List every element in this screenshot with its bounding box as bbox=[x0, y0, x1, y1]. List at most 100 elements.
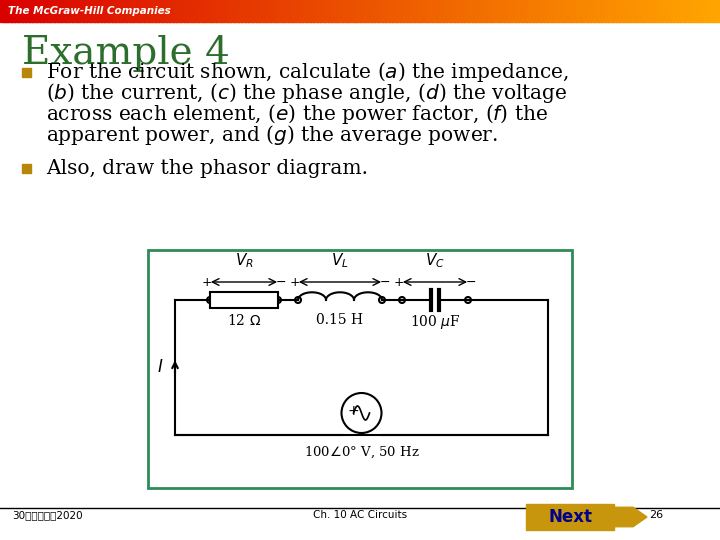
Bar bbox=[198, 0, 202, 22]
Bar bbox=[137, 0, 141, 22]
Bar bbox=[590, 0, 595, 22]
Bar bbox=[612, 0, 616, 22]
Bar bbox=[317, 0, 321, 22]
Bar bbox=[695, 0, 699, 22]
Bar bbox=[374, 0, 379, 22]
Bar bbox=[180, 0, 184, 22]
Bar bbox=[25, 0, 30, 22]
Bar bbox=[277, 0, 282, 22]
Bar bbox=[400, 0, 404, 22]
Bar bbox=[112, 0, 116, 22]
Text: −: − bbox=[379, 275, 390, 288]
Bar bbox=[551, 0, 555, 22]
Text: −: − bbox=[466, 275, 476, 288]
Bar bbox=[468, 0, 472, 22]
Bar bbox=[216, 0, 220, 22]
Bar bbox=[140, 0, 145, 22]
Bar bbox=[666, 0, 670, 22]
Bar bbox=[256, 0, 260, 22]
Bar bbox=[464, 0, 469, 22]
Bar bbox=[554, 0, 559, 22]
Bar bbox=[526, 504, 614, 530]
Bar bbox=[623, 0, 627, 22]
Bar bbox=[662, 0, 667, 22]
Bar bbox=[108, 0, 112, 22]
Bar bbox=[306, 0, 310, 22]
Bar bbox=[36, 0, 40, 22]
Bar bbox=[353, 0, 357, 22]
Bar bbox=[133, 0, 138, 22]
Text: 26: 26 bbox=[649, 510, 663, 520]
Text: 100$\angle$0° V, 50 Hz: 100$\angle$0° V, 50 Hz bbox=[304, 445, 419, 461]
Bar bbox=[83, 0, 87, 22]
Bar bbox=[7, 0, 12, 22]
Bar bbox=[270, 0, 274, 22]
Bar bbox=[241, 0, 246, 22]
Bar bbox=[533, 0, 537, 22]
Text: +: + bbox=[202, 275, 212, 288]
Bar bbox=[176, 0, 181, 22]
Bar bbox=[518, 0, 523, 22]
Text: The McGraw-Hill Companies: The McGraw-Hill Companies bbox=[8, 6, 171, 16]
Bar bbox=[245, 0, 249, 22]
Bar bbox=[43, 0, 48, 22]
Bar bbox=[184, 0, 188, 22]
Bar bbox=[230, 0, 235, 22]
Bar bbox=[320, 0, 325, 22]
Bar bbox=[40, 0, 44, 22]
Bar bbox=[266, 0, 271, 22]
Bar bbox=[576, 0, 580, 22]
Bar bbox=[526, 0, 530, 22]
Bar bbox=[252, 0, 256, 22]
Bar bbox=[360, 0, 364, 22]
Text: Next: Next bbox=[548, 508, 592, 526]
Text: Ch. 10 AC Circuits: Ch. 10 AC Circuits bbox=[313, 510, 407, 520]
Bar bbox=[349, 0, 354, 22]
Bar bbox=[115, 0, 120, 22]
Bar bbox=[346, 0, 350, 22]
Bar bbox=[58, 0, 62, 22]
Bar bbox=[274, 0, 278, 22]
Bar bbox=[22, 68, 31, 77]
Bar bbox=[450, 0, 454, 22]
Text: $V_R$: $V_R$ bbox=[235, 251, 253, 270]
Bar bbox=[475, 0, 480, 22]
Bar bbox=[515, 0, 519, 22]
Bar bbox=[529, 0, 534, 22]
Bar bbox=[698, 0, 703, 22]
Bar bbox=[324, 0, 328, 22]
Bar bbox=[227, 0, 231, 22]
Bar bbox=[389, 0, 393, 22]
Bar bbox=[385, 0, 390, 22]
Text: 30コココココ2020: 30コココココ2020 bbox=[12, 510, 83, 520]
Bar bbox=[364, 0, 368, 22]
Bar bbox=[572, 0, 577, 22]
Bar bbox=[418, 0, 422, 22]
Bar bbox=[173, 0, 177, 22]
Bar bbox=[428, 0, 433, 22]
Bar bbox=[104, 0, 109, 22]
Bar bbox=[648, 0, 652, 22]
Bar bbox=[187, 0, 192, 22]
Bar bbox=[443, 0, 447, 22]
Bar bbox=[18, 0, 22, 22]
Bar bbox=[76, 0, 80, 22]
Bar bbox=[410, 0, 415, 22]
Text: 12 $\Omega$: 12 $\Omega$ bbox=[227, 313, 261, 328]
Bar bbox=[234, 0, 238, 22]
Bar bbox=[709, 0, 714, 22]
Bar bbox=[158, 0, 163, 22]
Bar bbox=[209, 0, 213, 22]
Bar bbox=[202, 0, 206, 22]
Bar bbox=[292, 0, 296, 22]
Circle shape bbox=[341, 393, 382, 433]
Bar bbox=[565, 0, 570, 22]
Bar bbox=[335, 0, 339, 22]
Bar bbox=[540, 0, 544, 22]
Bar bbox=[598, 0, 602, 22]
Bar bbox=[716, 0, 720, 22]
Bar bbox=[50, 0, 55, 22]
Bar bbox=[310, 0, 314, 22]
Bar bbox=[688, 0, 692, 22]
Bar bbox=[356, 0, 361, 22]
